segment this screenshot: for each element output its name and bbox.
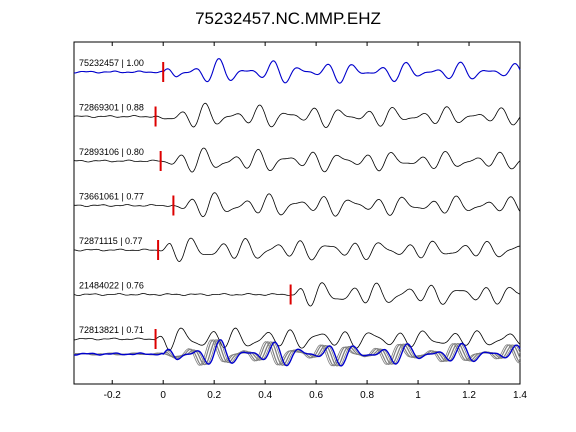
x-tick-label: -0.2 bbox=[104, 390, 122, 401]
x-tick-label: 0.2 bbox=[207, 390, 221, 401]
waveform-trace bbox=[73, 147, 521, 173]
x-tick-label: 0.4 bbox=[258, 390, 272, 401]
stacked-waveforms bbox=[73, 339, 521, 367]
x-tick-label: 1.2 bbox=[462, 390, 476, 401]
trace-label: 72869301 | 0.88 bbox=[79, 103, 144, 113]
x-tick-label: 0 bbox=[160, 390, 166, 401]
trace-label: 72893106 | 0.80 bbox=[79, 147, 144, 157]
x-axis: -0.2 0 0.2 0.4 0.6 0.8 1 1.2 1.4 bbox=[104, 42, 527, 401]
waveform-trace bbox=[73, 192, 521, 218]
trace-label: 72813821 | 0.71 bbox=[79, 325, 144, 335]
trace-label: 75232457 | 1.00 bbox=[79, 58, 144, 68]
waveform-traces: 75232457 | 1.00 72869301 | 0.88 72893106 |… bbox=[73, 58, 521, 351]
stack-master-trace bbox=[73, 339, 521, 367]
trace-label: 72871115 | 0.77 bbox=[79, 236, 143, 246]
trace-label: 21484022 | 0.76 bbox=[79, 281, 144, 291]
waveform-trace bbox=[73, 327, 521, 351]
x-tick-label: 1 bbox=[415, 390, 421, 401]
trace-label: 73661061 | 0.77 bbox=[79, 192, 144, 202]
waveform-trace bbox=[73, 237, 521, 263]
x-tick-label: 0.6 bbox=[309, 390, 323, 401]
x-tick-label: 1.4 bbox=[513, 390, 527, 401]
waveform-trace bbox=[74, 58, 521, 84]
waveform-trace bbox=[73, 102, 521, 128]
chart-title: 75232457.NC.MMP.EHZ bbox=[195, 9, 381, 28]
waveform-trace bbox=[73, 282, 521, 307]
x-tick-label: 0.8 bbox=[360, 390, 374, 401]
